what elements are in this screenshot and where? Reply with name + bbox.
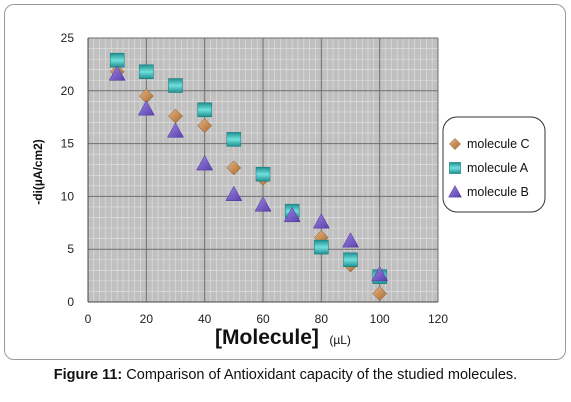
y-axis-label: -di(µA/cm2): [31, 139, 45, 205]
data-point-molecule-c: [372, 286, 388, 301]
data-point-molecule-a: [226, 132, 242, 147]
data-point-molecule-b: [312, 213, 330, 229]
x-tick-label: 60: [256, 312, 270, 326]
data-point-molecule-a: [168, 78, 183, 93]
legend-marker-molecule-a: [449, 162, 461, 174]
data-point-molecule-a: [314, 239, 329, 255]
x-tick-label: 20: [140, 312, 154, 326]
x-tick-label: 40: [198, 312, 212, 326]
x-tick-label: 120: [428, 312, 448, 326]
y-tick-label: 10: [61, 189, 75, 203]
x-tick-label: 80: [315, 312, 329, 326]
caption-text: Comparison of Antioxidant capacity of th…: [126, 367, 518, 383]
y-tick-label: 5: [67, 242, 74, 256]
x-tick-label: 100: [370, 312, 390, 326]
legend-box: [442, 116, 546, 213]
legend-marker-molecule-c: [449, 138, 461, 150]
legend: molecule C molecule A molecule B: [442, 116, 546, 213]
data-point-molecule-c: [226, 160, 242, 176]
axes: [87, 38, 438, 303]
x-axis-label-unit: (µL): [329, 333, 351, 347]
legend-entry-molecule-c: molecule C: [449, 137, 530, 151]
data-point-molecule-b: [137, 100, 155, 116]
x-tick-label: 0: [85, 312, 92, 326]
series-molecule-b: [108, 65, 389, 282]
data-point-molecule-b: [167, 122, 184, 138]
data-point-molecule-b: [254, 196, 272, 212]
legend-label: molecule B: [467, 185, 529, 199]
legend-entry-molecule-b: molecule B: [448, 185, 529, 199]
tick-labels: 0 20 40 60 80 100 120 0 5 10 15 20 25: [61, 31, 449, 326]
data-point-molecule-a: [343, 252, 358, 268]
data-point-molecule-b: [225, 185, 243, 201]
legend-entry-molecule-a: molecule A: [449, 161, 529, 175]
chart: 0 20 40 60 80 100 120 0 5 10 15 20 25 -di(µA/cm2) [M…: [31, 31, 546, 349]
legend-label: molecule A: [467, 161, 529, 175]
x-axis-label-main: [Molecule]: [215, 326, 319, 349]
y-tick-label: 20: [61, 84, 75, 98]
data-point-molecule-b: [371, 266, 389, 282]
data-point-molecule-b: [283, 206, 301, 223]
data-point-molecule-b: [196, 155, 214, 171]
caption-label: Figure 11:: [53, 367, 123, 383]
data-point-molecule-a: [255, 166, 271, 182]
legend-marker-molecule-b: [448, 185, 462, 198]
data-point-molecule-b: [342, 232, 359, 248]
x-axis-label: [Molecule] (µL): [215, 326, 351, 349]
y-tick-label: 0: [67, 295, 74, 309]
data-point-molecule-a: [139, 64, 154, 80]
data-point-molecule-b: [108, 65, 126, 81]
data-point-molecule-a: [109, 52, 125, 68]
legend-label: molecule C: [467, 137, 530, 151]
data-point-molecule-c: [197, 118, 213, 134]
data-point-molecule-a: [197, 102, 212, 118]
y-tick-label: 15: [61, 137, 75, 151]
data-marks: [108, 52, 389, 301]
figure-caption: Figure 11: Comparison of Antioxidant cap…: [0, 367, 571, 383]
y-tick-label: 25: [61, 31, 75, 45]
